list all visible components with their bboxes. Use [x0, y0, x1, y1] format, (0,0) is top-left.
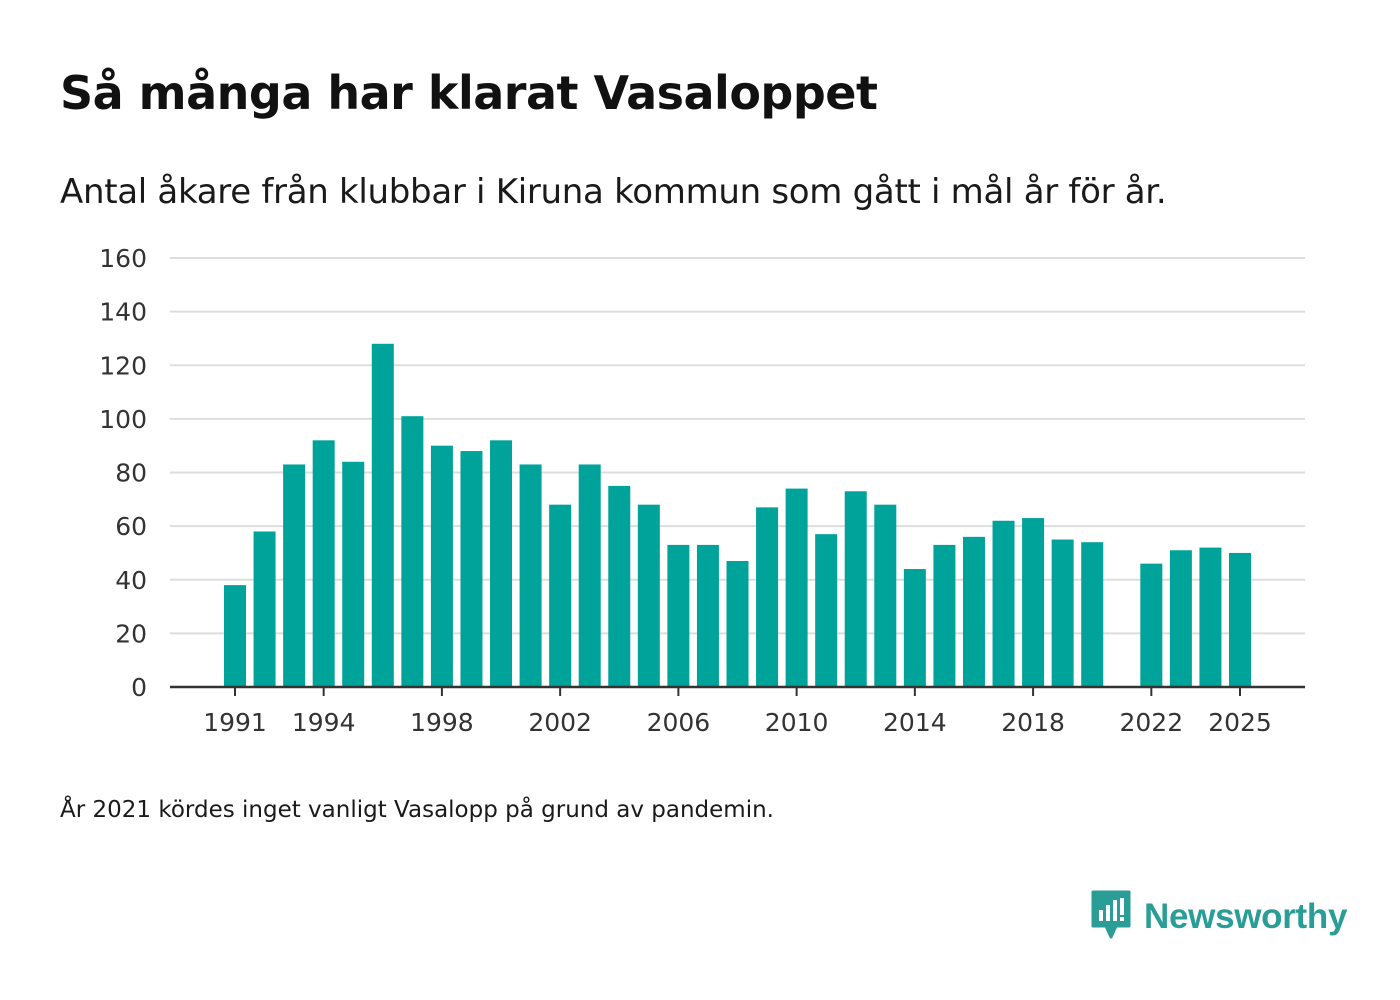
- bar-2015: [933, 544, 956, 687]
- bar-1993: [283, 464, 306, 687]
- x-tick-label: 2022: [1120, 708, 1184, 737]
- bar-2016: [962, 536, 985, 687]
- y-axis-tick-labels: 0 20 40 60 80 100 120 140 160: [99, 244, 147, 702]
- x-axis: [170, 685, 1305, 696]
- newsworthy-logo-icon: [1090, 890, 1132, 944]
- chart-subtitle: Antal åkare från klubbar i Kiruna kommun…: [60, 172, 1167, 212]
- x-tick-label: 2014: [883, 708, 947, 737]
- y-tick-label: 160: [99, 244, 147, 273]
- bar-2011: [815, 534, 838, 687]
- bar-2023: [1169, 550, 1192, 687]
- bar-2008: [726, 560, 749, 687]
- bar-2025: [1229, 552, 1251, 687]
- bar-2017: [992, 520, 1015, 687]
- x-tick-label: 2002: [528, 708, 592, 737]
- bar-2006: [667, 544, 690, 687]
- bar-1991: [224, 585, 246, 687]
- x-tick-label: 2006: [647, 708, 711, 737]
- footnote: År 2021 kördes inget vanligt Vasalopp på…: [60, 797, 774, 823]
- x-tick-label: 2025: [1208, 708, 1272, 737]
- bar-2001: [519, 464, 542, 687]
- bar-2020: [1081, 542, 1104, 687]
- bar-1995: [342, 461, 365, 687]
- x-tick-label: 1998: [410, 708, 474, 737]
- bar-2012: [844, 491, 867, 687]
- bar-2024: [1199, 547, 1222, 687]
- bar-2003: [578, 464, 601, 687]
- y-tick-label: 80: [115, 459, 147, 488]
- bar-2002: [549, 504, 572, 687]
- bar-2013: [874, 504, 897, 687]
- bar-2022: [1140, 563, 1163, 687]
- bar-2019: [1051, 539, 1074, 687]
- bar-1996: [371, 343, 394, 687]
- brand-logo: Newsworthy: [1090, 890, 1347, 944]
- x-axis-tick-labels: 1991 1994 1998 2002 2006 2010 2014 2018 2022 2025: [203, 708, 1272, 737]
- bar-2000: [490, 440, 513, 687]
- y-tick-label: 40: [115, 566, 147, 595]
- y-tick-label: 60: [115, 512, 147, 541]
- x-tick-label: 1994: [292, 708, 356, 737]
- bar-1994: [312, 440, 335, 687]
- bar-chart: 0 20 40 60 80 100 120 140 160 1991 1994 1998 2002 20…: [99, 244, 1305, 737]
- grid-lines: [170, 257, 1305, 635]
- brand-name: Newsworthy: [1144, 897, 1348, 936]
- bar-2005: [637, 504, 660, 687]
- bar-2018: [1022, 518, 1045, 687]
- chart-title: Så många har klarat Vasaloppet: [60, 66, 878, 120]
- y-tick-label: 140: [99, 298, 147, 327]
- y-tick-label: 100: [99, 405, 147, 434]
- x-tick-label: 2018: [1001, 708, 1065, 737]
- y-tick-label: 0: [131, 673, 147, 702]
- bar-2014: [903, 569, 926, 687]
- bar-1997: [401, 416, 424, 687]
- x-tick-label: 2010: [765, 708, 829, 737]
- bar-2009: [756, 507, 779, 687]
- y-tick-label: 20: [115, 619, 147, 648]
- bar-2010: [785, 488, 808, 687]
- bar-1998: [430, 445, 453, 687]
- bar-1992: [253, 531, 276, 687]
- bar-1999: [460, 451, 483, 687]
- x-tick-label: 1991: [203, 708, 267, 737]
- bar-series: [224, 343, 1251, 687]
- bar-2007: [696, 544, 719, 687]
- bar-2004: [608, 485, 631, 687]
- y-tick-label: 120: [99, 351, 147, 380]
